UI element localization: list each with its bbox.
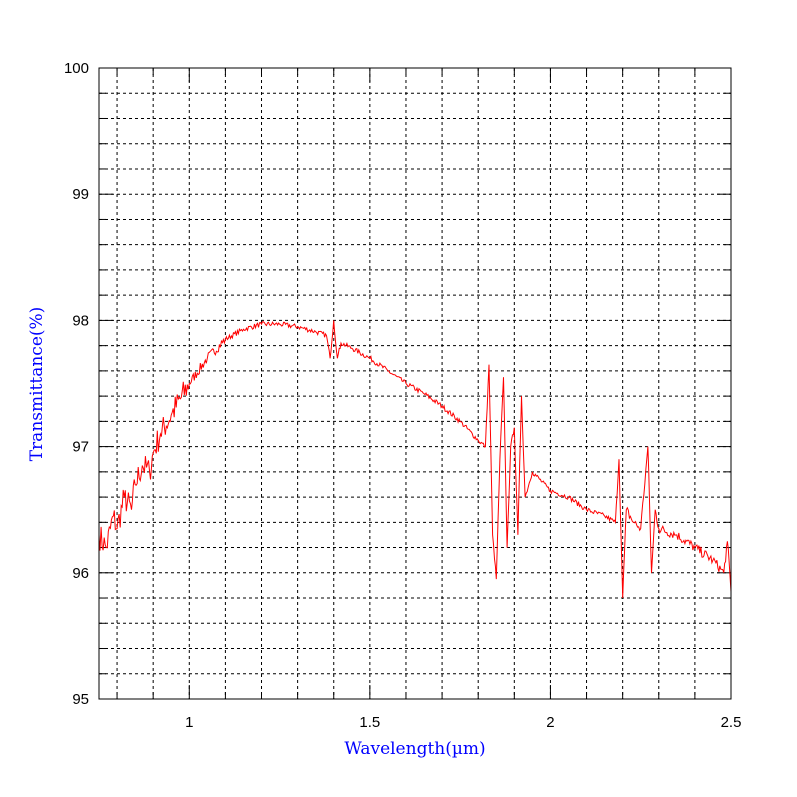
y-tick-label: 97 (72, 439, 89, 456)
y-tick-labels: 95 96 97 98 99 100 (64, 60, 89, 708)
grid (99, 68, 731, 699)
x-tick-label: 2 (546, 714, 554, 731)
plot-frame (98, 67, 732, 700)
x-tick-labels: 1 1.5 2 2.5 (185, 714, 741, 731)
x-tick-label: 1.5 (359, 714, 380, 731)
y-tick-label: 95 (72, 691, 89, 708)
y-tick-label: 98 (72, 312, 89, 329)
x-axis-label: Wavelength(µm) (344, 739, 485, 759)
y-tick-label: 96 (72, 565, 89, 582)
series-line-transmittance (98, 320, 732, 599)
x-tick-label: 2.5 (721, 714, 742, 731)
x-tick-label: 1 (185, 714, 193, 731)
y-tick-label: 100 (64, 60, 89, 77)
tick-marks (99, 68, 731, 699)
y-axis-label: Transmittance(%) (27, 307, 47, 462)
y-tick-label: 99 (72, 186, 89, 203)
